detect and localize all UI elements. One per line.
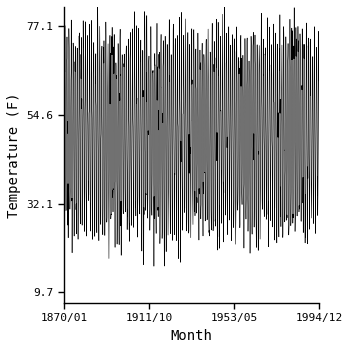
Y-axis label: Temperature (F): Temperature (F)	[7, 92, 21, 218]
X-axis label: Month: Month	[171, 329, 212, 343]
